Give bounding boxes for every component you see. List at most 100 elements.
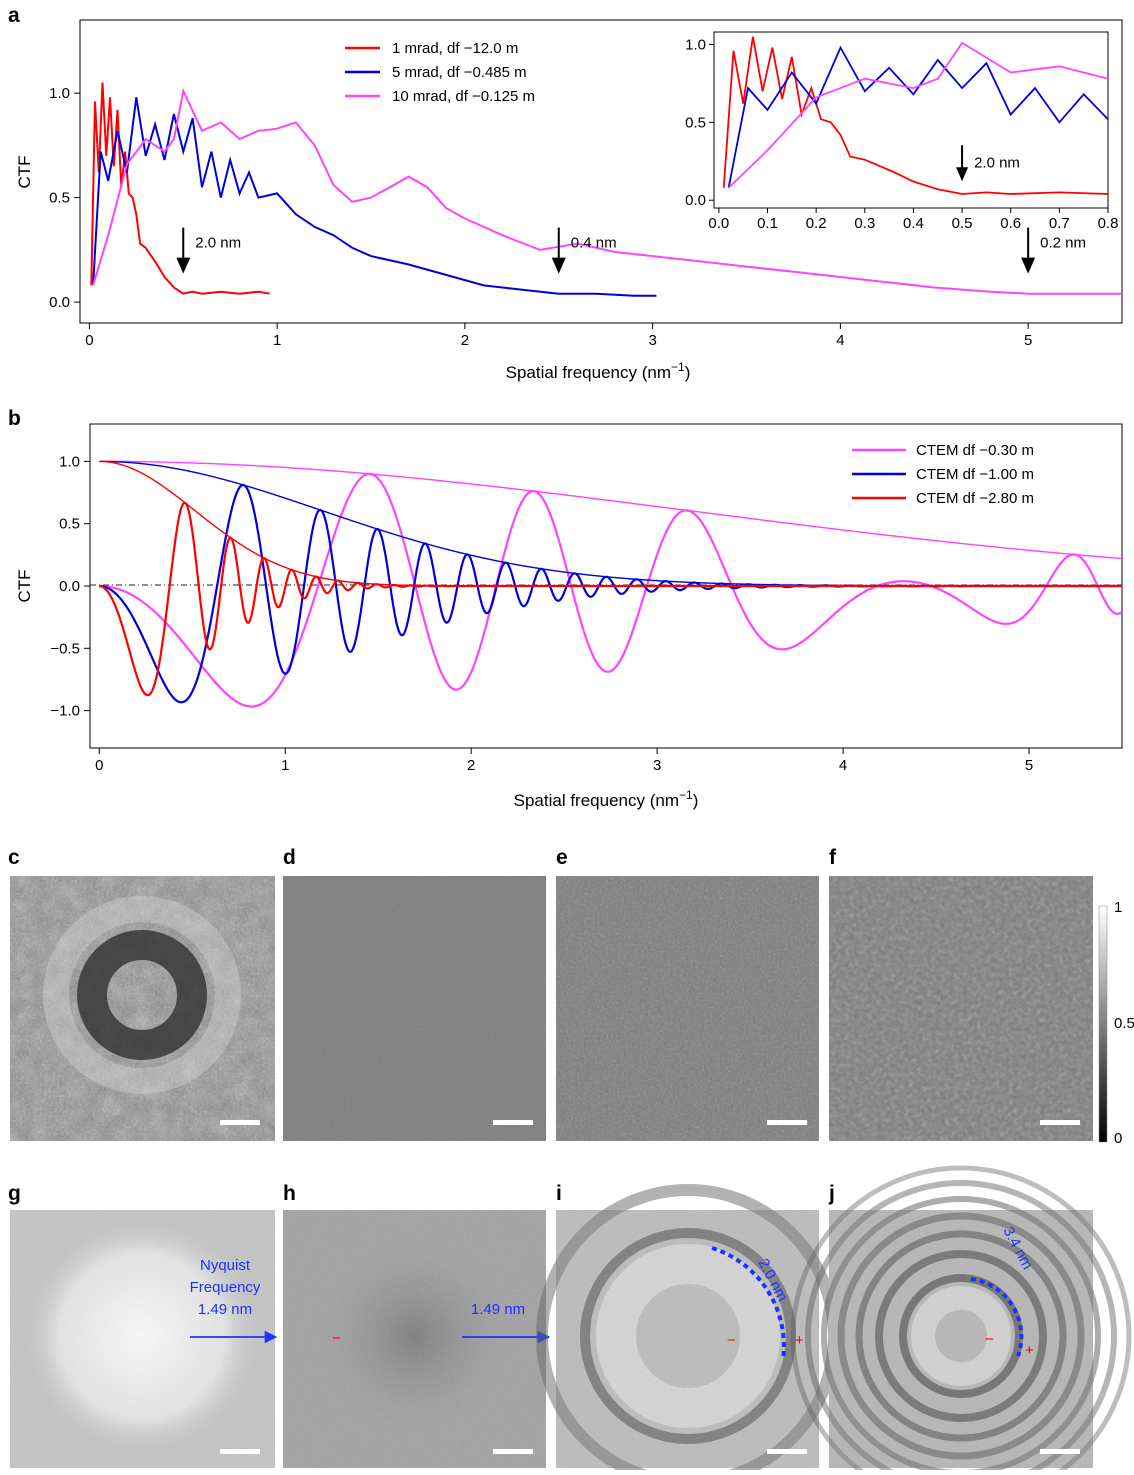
- image-j: [790, 1165, 1132, 1475]
- x-tick-label-a: 3: [648, 332, 656, 349]
- arc-j: [970, 1277, 1024, 1357]
- y-tick-label-b: −0.5: [50, 640, 80, 657]
- axes-b: 0 1 2 3 4 5 −1.0 −0.5 0.0 0.5 1.0: [50, 453, 1033, 774]
- axes-a: 0 1 2 3 4 5 0.0 0.5 1.0: [49, 85, 1032, 349]
- y-tick-label-a: 0.0: [49, 294, 70, 311]
- panel-label-f: f: [829, 846, 837, 869]
- y-tick-label-a: 1.0: [49, 85, 70, 102]
- panel-label-a: a: [8, 4, 20, 27]
- annotation-arrowhead-a-1: [551, 257, 566, 274]
- inset-y-tick-label: 0.5: [685, 114, 706, 131]
- scale-bar-h: [493, 1449, 533, 1454]
- panel-label-b: b: [8, 407, 21, 430]
- inset-annotation-arrowhead: [956, 167, 969, 182]
- nyquist-label-1: Nyquist: [200, 1257, 251, 1274]
- annotations-a: 2.0 nm 0.4 nm 0.2 nm: [176, 227, 1086, 274]
- inset-series-line-1: [727, 45, 1109, 188]
- legend-label-a-0: 1 mrad, df −12.0 m: [392, 40, 518, 57]
- x-tick-label-b: 4: [839, 757, 847, 774]
- x-axis-label-b: Spatial frequency (nm−1): [514, 788, 699, 810]
- arrow-label-h: 1.49 nm: [471, 1301, 525, 1318]
- inset-y-tick-label: 1.0: [685, 36, 706, 53]
- nyquist-label-2: Frequency: [190, 1279, 261, 1296]
- ctf-line-b-2: [99, 501, 1122, 697]
- x-tick-label-b: 5: [1025, 757, 1033, 774]
- x-axis-label-a: Spatial frequency (nm−1): [506, 360, 691, 382]
- sign-plus-j: +: [1025, 1342, 1034, 1359]
- scale-bar-g: [220, 1449, 260, 1454]
- panel-label-j: j: [828, 1182, 835, 1205]
- nyquist-label-3: 1.49 nm: [198, 1301, 252, 1318]
- inset-x-tick-label: 0.2: [806, 215, 827, 232]
- inset-x-tick-label: 0.7: [1049, 215, 1070, 232]
- panel-label-d: d: [283, 846, 296, 869]
- inset-a: 0.0 0.1 0.2 0.3 0.4 0.5 0.6 0.7 0.8 0.0 0.5 1.0 2.0 …: [685, 31, 1119, 232]
- plot-frame-a: [79, 19, 1123, 324]
- inset-annotation-label: 2.0 nm: [974, 154, 1020, 171]
- series-line-a-0: [90, 82, 270, 295]
- panel-label-e: e: [556, 846, 568, 869]
- scale-bar-f: [1040, 1120, 1080, 1125]
- y-axis-label-b: CTF: [15, 569, 34, 602]
- inset-frame: [713, 31, 1109, 209]
- thon-ring-j7: [790, 1165, 1132, 1475]
- sign-minus-j: −: [985, 1331, 994, 1348]
- y-tick-label-b: 1.0: [59, 453, 80, 470]
- panel-label-i: i: [556, 1182, 562, 1205]
- inset-x-tick-label: 0.1: [757, 215, 778, 232]
- image-i: [536, 1184, 840, 1475]
- inset-series-line-0: [722, 36, 1109, 195]
- inset-x-tick-label: 0.6: [1000, 215, 1021, 232]
- x-tick-label-b: 1: [281, 757, 289, 774]
- colorbar-max: 1: [1114, 899, 1122, 916]
- colorbar-mid: 0.5: [1114, 1015, 1134, 1032]
- thon-ring-j6: [805, 1180, 1117, 1475]
- inset-y-tick-label: 0.0: [685, 192, 706, 209]
- inset-series-line-2: [727, 41, 1109, 189]
- series-a: [90, 82, 1122, 297]
- x-tick-label-b: 0: [95, 757, 103, 774]
- image-c: [10, 876, 275, 1141]
- legend-label-b-2: CTEM df −2.80 m: [916, 490, 1034, 507]
- inset-x-tick-label: 0.3: [854, 215, 875, 232]
- series-b: [99, 460, 1123, 708]
- y-axis-label-a: CTF: [15, 155, 34, 188]
- image-f: [829, 876, 1093, 1141]
- sign-minus-i: −: [727, 1332, 736, 1349]
- inset-x-tick-label: 0.5: [952, 215, 973, 232]
- scale-bar-i: [767, 1449, 807, 1454]
- x-tick-label-a: 1: [273, 332, 281, 349]
- x-tick-label-a: 0: [85, 332, 93, 349]
- annotation-arrowhead-a-2: [1021, 257, 1036, 274]
- annotation-arrowhead-a-0: [176, 257, 191, 274]
- scale-bar-d: [493, 1120, 533, 1125]
- annotation-label-a-2: 0.2 nm: [1040, 235, 1086, 252]
- annotation-label-a-1: 0.4 nm: [571, 235, 617, 252]
- colorbar-min: 0: [1114, 1130, 1122, 1147]
- x-tick-label-a: 2: [461, 332, 469, 349]
- ctf-line-b-0: [99, 472, 1123, 708]
- particle-ring: [77, 930, 207, 1060]
- envelope-line-b-0: [99, 460, 1122, 560]
- x-tick-label-b: 3: [653, 757, 661, 774]
- series-line-a-1: [92, 97, 657, 297]
- y-tick-label-b: 0.0: [59, 578, 80, 595]
- sign-plus-i: +: [795, 1332, 804, 1349]
- y-tick-label-b: −1.0: [50, 703, 80, 720]
- x-tick-label-b: 2: [467, 757, 475, 774]
- scale-bar-e: [767, 1120, 807, 1125]
- legend-a: 1 mrad, df −12.0 m 5 mrad, df −0.485 m 10 …: [345, 40, 535, 105]
- scale-bar-c: [220, 1120, 260, 1125]
- panel-label-g: g: [8, 1182, 21, 1205]
- legend-label-b-1: CTEM df −1.00 m: [916, 466, 1034, 483]
- x-tick-label-a: 4: [836, 332, 844, 349]
- inset-x-tick-label: 0.8: [1098, 215, 1119, 232]
- image-g: [10, 1210, 275, 1468]
- arc-i: [711, 1246, 786, 1361]
- legend-label-a-2: 10 mrad, df −0.125 m: [392, 88, 535, 105]
- sign-minus-h: −: [332, 1330, 341, 1347]
- inset-x-tick-label: 0.4: [903, 215, 924, 232]
- colorbar: 1 0.5 0: [1098, 899, 1134, 1147]
- panel-label-c: c: [8, 846, 20, 869]
- x-tick-label-a: 5: [1024, 332, 1032, 349]
